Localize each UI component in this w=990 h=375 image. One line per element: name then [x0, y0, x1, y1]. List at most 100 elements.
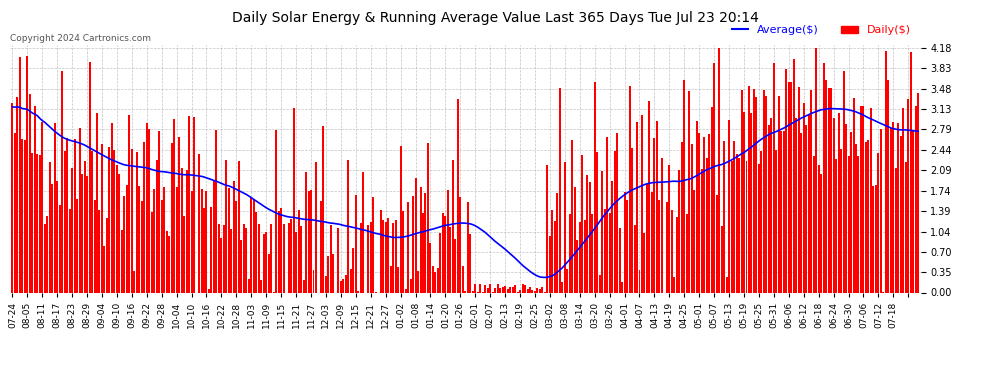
Bar	[793, 58, 795, 292]
Bar	[382, 220, 384, 292]
Bar	[760, 152, 762, 292]
Bar	[68, 209, 70, 292]
Bar	[216, 129, 218, 292]
Bar	[270, 225, 272, 292]
Bar	[121, 231, 123, 292]
Text: Copyright 2024 Cartronics.com: Copyright 2024 Cartronics.com	[10, 34, 150, 43]
Bar	[706, 158, 708, 292]
Bar	[405, 289, 407, 292]
Bar	[818, 165, 820, 292]
Bar	[277, 211, 279, 292]
Bar	[34, 106, 36, 292]
Bar	[529, 287, 531, 292]
Bar	[902, 108, 904, 292]
Bar	[12, 103, 14, 292]
Bar	[27, 56, 29, 292]
Bar	[330, 225, 332, 292]
Bar	[362, 172, 364, 292]
Bar	[870, 108, 872, 292]
Bar	[718, 48, 720, 292]
Bar	[559, 88, 561, 292]
Bar	[775, 150, 777, 292]
Bar	[758, 164, 760, 292]
Bar	[651, 192, 653, 292]
Bar	[514, 285, 516, 292]
Bar	[233, 181, 235, 292]
Bar	[788, 82, 790, 292]
Bar	[738, 158, 741, 292]
Bar	[298, 210, 300, 292]
Bar	[359, 222, 361, 292]
Bar	[773, 63, 775, 292]
Bar	[556, 193, 558, 292]
Bar	[841, 148, 842, 292]
Bar	[170, 143, 172, 292]
Bar	[537, 288, 539, 292]
Bar	[442, 213, 444, 292]
Bar	[833, 118, 835, 292]
Bar	[150, 213, 152, 292]
Bar	[459, 197, 461, 292]
Bar	[852, 98, 854, 292]
Bar	[464, 291, 466, 292]
Bar	[17, 97, 19, 292]
Bar	[484, 285, 486, 292]
Bar	[524, 285, 526, 292]
Bar	[387, 218, 389, 292]
Bar	[653, 138, 655, 292]
Bar	[32, 153, 34, 292]
Bar	[745, 161, 747, 292]
Bar	[250, 197, 252, 292]
Bar	[892, 122, 894, 292]
Bar	[243, 224, 245, 292]
Bar	[546, 165, 548, 292]
Bar	[293, 108, 295, 292]
Bar	[532, 290, 534, 292]
Bar	[255, 212, 257, 292]
Bar	[487, 288, 489, 292]
Bar	[252, 200, 254, 292]
Bar	[601, 171, 603, 292]
Bar	[626, 200, 628, 292]
Bar	[522, 284, 524, 292]
Bar	[828, 88, 830, 292]
Bar	[402, 211, 404, 292]
Bar	[201, 189, 203, 292]
Bar	[857, 156, 859, 292]
Bar	[39, 155, 41, 292]
Bar	[609, 213, 611, 292]
Bar	[890, 128, 892, 292]
Bar	[333, 254, 335, 292]
Bar	[534, 291, 536, 292]
Bar	[165, 231, 167, 292]
Bar	[114, 150, 116, 292]
Bar	[606, 137, 608, 292]
Bar	[71, 168, 73, 292]
Bar	[736, 154, 738, 292]
Bar	[842, 71, 844, 292]
Bar	[693, 190, 695, 292]
Bar	[223, 225, 225, 292]
Bar	[193, 117, 195, 292]
Bar	[504, 286, 506, 292]
Bar	[226, 159, 228, 292]
Bar	[591, 214, 593, 292]
Bar	[467, 202, 469, 292]
Bar	[412, 196, 414, 292]
Bar	[78, 128, 80, 292]
Bar	[290, 219, 292, 292]
Bar	[634, 225, 636, 292]
Bar	[198, 154, 200, 292]
Bar	[645, 184, 648, 292]
Bar	[701, 170, 703, 292]
Bar	[146, 123, 148, 292]
Bar	[813, 156, 815, 292]
Bar	[148, 129, 150, 292]
Bar	[755, 97, 757, 292]
Bar	[280, 208, 282, 292]
Bar	[295, 232, 297, 292]
Bar	[315, 162, 317, 292]
Bar	[357, 291, 359, 292]
Bar	[474, 284, 476, 292]
Bar	[262, 234, 264, 292]
